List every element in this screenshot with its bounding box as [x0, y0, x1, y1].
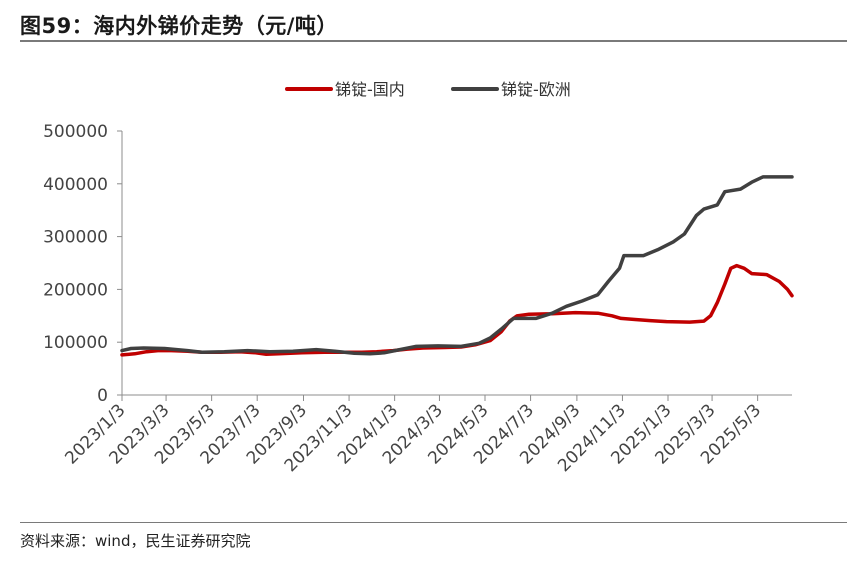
legend-label: 锑锭-国内 [335, 80, 405, 99]
series-line-europe [120, 175, 794, 356]
y-tick-label: 300000 [43, 228, 108, 248]
y-tick-label: 400000 [43, 175, 108, 195]
footer-divider [20, 522, 847, 523]
chart-title: 图59：海内外锑价走势（元/吨） [20, 14, 338, 38]
source-note: 资料来源：wind，民生证券研究院 [20, 532, 251, 550]
legend-label: 锑锭-欧洲 [501, 80, 571, 99]
y-tick-label: 200000 [43, 280, 108, 300]
y-tick-label: 100000 [43, 333, 108, 353]
series-line-domestic [120, 263, 794, 357]
y-tick-label: 0 [97, 386, 108, 406]
y-tick-label: 500000 [43, 122, 108, 142]
title-divider [20, 40, 847, 42]
